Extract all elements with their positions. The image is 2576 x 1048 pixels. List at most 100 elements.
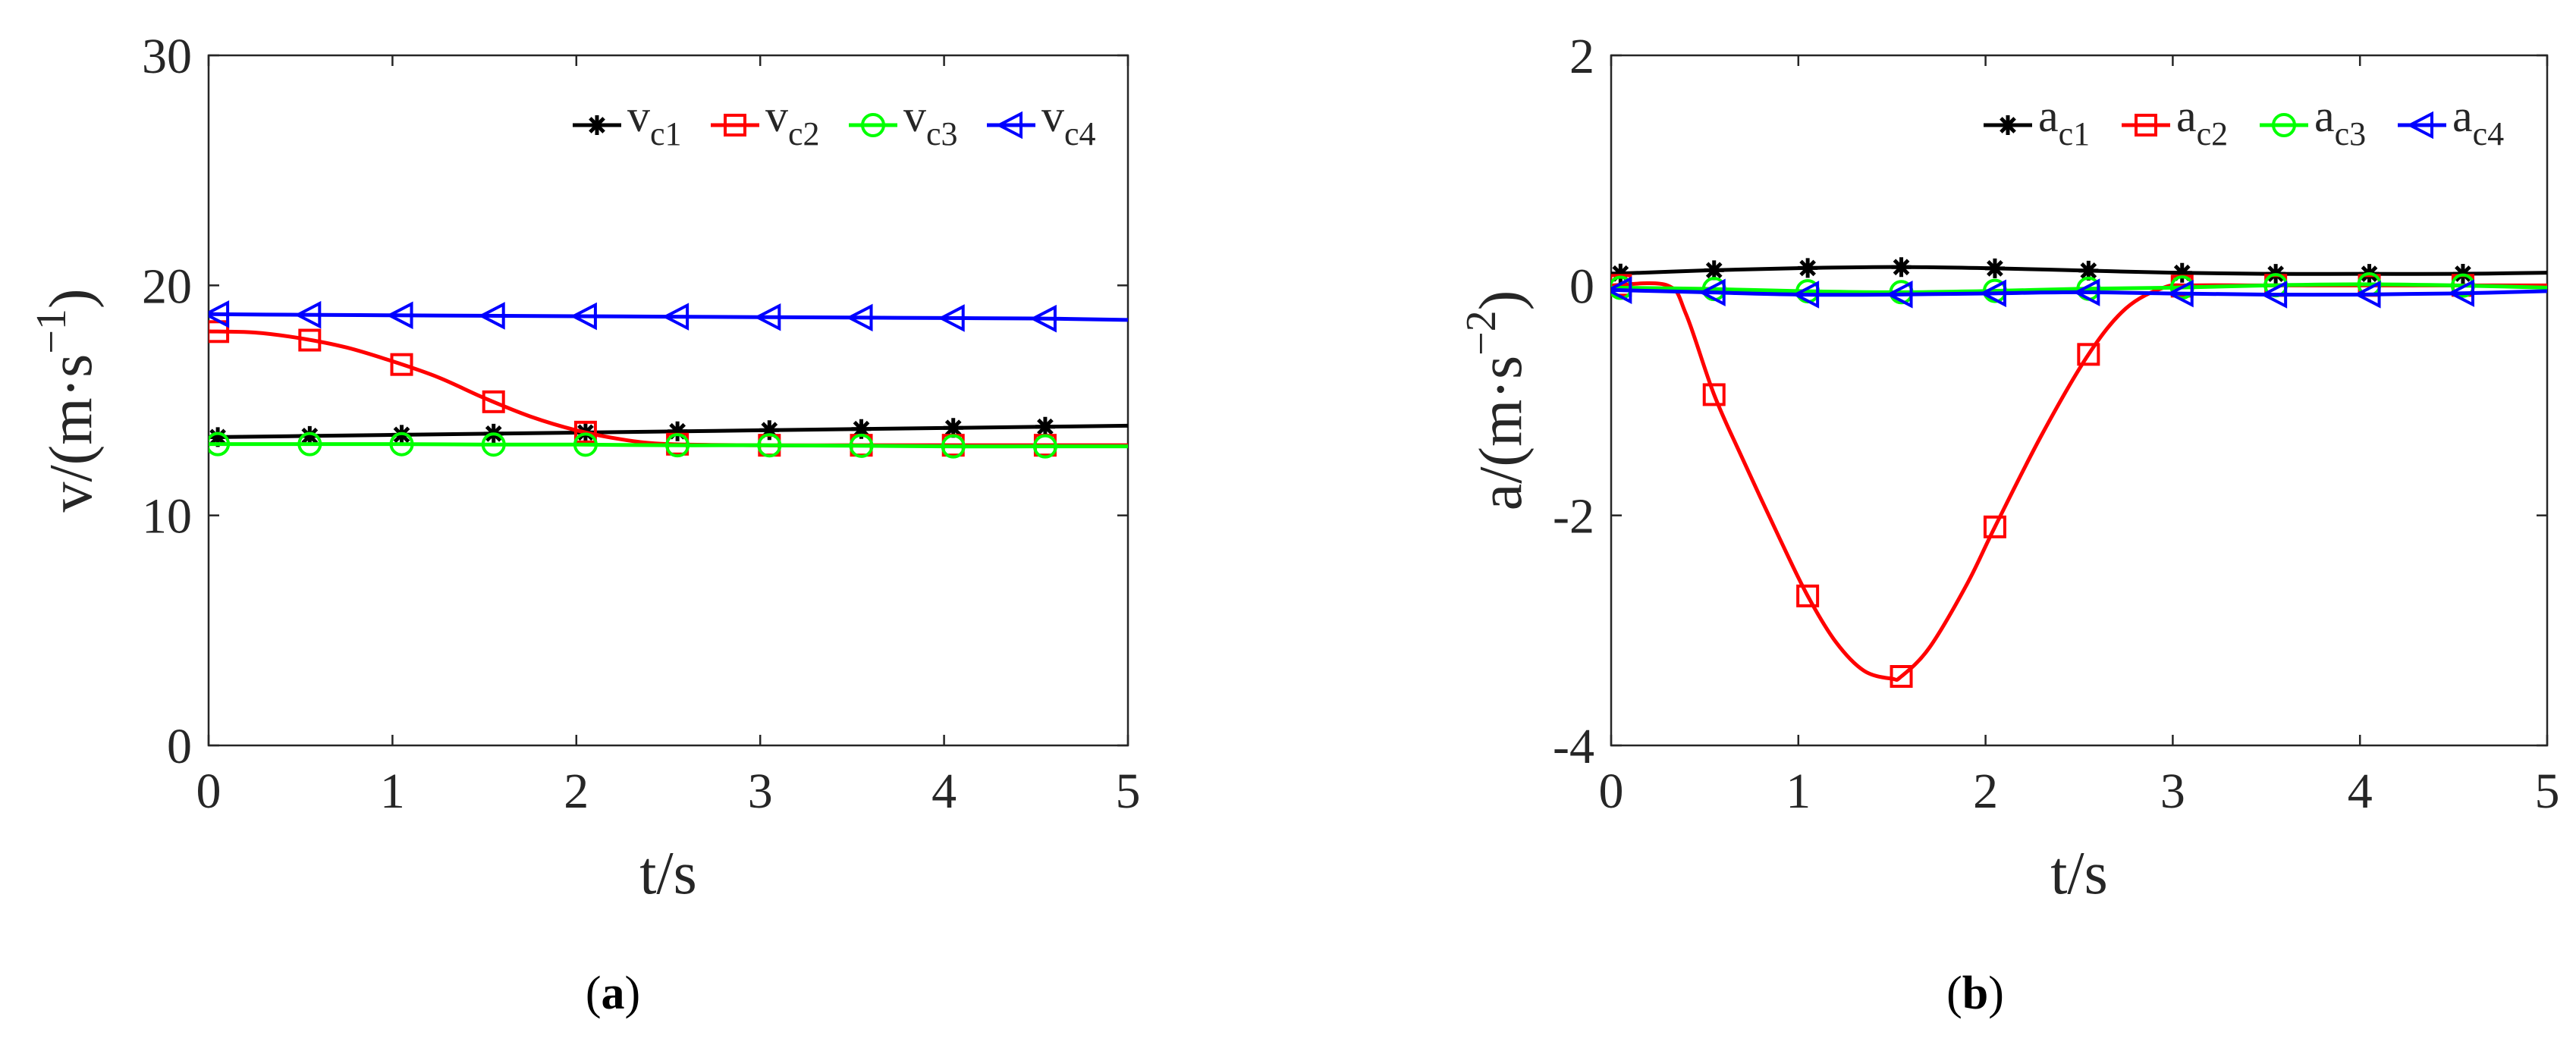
marker-vc4 bbox=[661, 303, 690, 331]
marker-ac1 bbox=[1891, 257, 1912, 278]
marker-vc1 bbox=[668, 421, 688, 441]
marker-ac1 bbox=[2078, 260, 2099, 281]
legend: ac1 ac2 ac3 ac4 bbox=[1984, 91, 2504, 152]
marker-vc2 bbox=[482, 390, 505, 413]
legend-label-ac3: ac3 bbox=[2314, 91, 2366, 152]
y-tick-label: -2 bbox=[1553, 489, 1594, 544]
x-tick-label: 2 bbox=[564, 764, 589, 819]
legend-label-vc1: vc1 bbox=[627, 91, 682, 152]
y-tick-label: 0 bbox=[1569, 259, 1594, 314]
marker-vc3 bbox=[481, 432, 506, 457]
x-tick-label: 5 bbox=[1116, 764, 1141, 819]
legend-marker-ac4 bbox=[2406, 111, 2433, 140]
marker-vc2 bbox=[390, 353, 413, 376]
marker-vc1 bbox=[1035, 416, 1055, 437]
y-tick-label: 30 bbox=[142, 29, 192, 84]
x-tick-label: 1 bbox=[1786, 764, 1811, 819]
x-tick-label: 2 bbox=[1973, 764, 1998, 819]
marker-vc1 bbox=[209, 427, 228, 447]
marker-ac4 bbox=[2447, 279, 2474, 307]
marker-vc4 bbox=[1029, 304, 1057, 333]
marker-ac1 bbox=[1984, 258, 2005, 278]
marker-vc3 bbox=[209, 431, 231, 457]
x-tick-label: 1 bbox=[380, 764, 405, 819]
y-tick-label: 20 bbox=[142, 259, 192, 314]
marker-vc3 bbox=[389, 431, 414, 457]
x-tick-label: 4 bbox=[2348, 764, 2373, 819]
legend-marker-vc1 bbox=[587, 115, 607, 135]
marker-ac4 bbox=[2166, 279, 2194, 308]
legend-marker-ac1 bbox=[1998, 115, 2018, 135]
series-group bbox=[209, 300, 1128, 459]
plot-area bbox=[207, 54, 1129, 747]
marker-vc3 bbox=[665, 433, 690, 458]
marker-vc1 bbox=[300, 425, 320, 446]
legend-marker-vc4 bbox=[995, 111, 1023, 140]
x-axis-label: t/s bbox=[639, 840, 697, 907]
y-axis-label: v/(m·s−1) bbox=[28, 288, 105, 512]
plot-area bbox=[1610, 54, 2549, 747]
x-tick-label: 3 bbox=[2160, 764, 2185, 819]
legend-label-ac1: ac1 bbox=[2038, 91, 2090, 152]
marker-vc4 bbox=[846, 303, 873, 332]
marker-ac4 bbox=[1792, 281, 1820, 309]
marker-vc1 bbox=[759, 420, 780, 441]
panel-label-a: (a) bbox=[586, 968, 640, 1019]
legend-marker-ac2 bbox=[2135, 114, 2157, 136]
x-tick-label: 3 bbox=[748, 764, 773, 819]
legend-label-ac2: ac2 bbox=[2176, 91, 2228, 152]
marker-ac1 bbox=[1704, 260, 1724, 281]
marker-vc3 bbox=[849, 433, 874, 458]
marker-vc3 bbox=[757, 433, 782, 458]
marker-ac2 bbox=[1796, 584, 1820, 607]
marker-ac4 bbox=[2072, 278, 2100, 306]
marker-ac4 bbox=[1611, 276, 1632, 304]
x-tick-label: 5 bbox=[2535, 764, 2560, 819]
marker-ac1 bbox=[2172, 262, 2192, 283]
marker-ac4 bbox=[2260, 281, 2288, 309]
marker-ac2 bbox=[1983, 515, 2006, 538]
marker-ac4 bbox=[1979, 279, 2006, 308]
marker-ac4 bbox=[1886, 281, 1913, 309]
marker-vc4 bbox=[386, 301, 413, 330]
marker-ac2 bbox=[1890, 665, 1913, 688]
chart-a: 0 1 2 3 4 5 0 10 20 30 t/s v/(m·s−1) vc1 vc2 vc3 vc4 bbox=[28, 29, 1141, 907]
marker-ac2 bbox=[1702, 383, 1726, 406]
legend-label-vc3: vc3 bbox=[903, 91, 958, 152]
panel-label-b: (b) bbox=[1946, 968, 2004, 1019]
marker-vc2 bbox=[573, 420, 597, 444]
marker-vc1 bbox=[943, 418, 963, 438]
marker-vc3 bbox=[297, 431, 322, 457]
y-tick-label: -4 bbox=[1553, 719, 1594, 774]
marker-ac2 bbox=[2077, 343, 2100, 366]
marker-vc4 bbox=[570, 302, 597, 331]
legend-label-vc4: vc4 bbox=[1041, 91, 1096, 152]
legend-marker-vc3 bbox=[861, 113, 885, 137]
marker-vc3 bbox=[1032, 434, 1057, 459]
marker-vc4 bbox=[209, 300, 230, 328]
marker-vc3 bbox=[941, 434, 966, 459]
y-tick-label: 2 bbox=[1569, 29, 1594, 84]
marker-ac4 bbox=[2354, 281, 2381, 309]
legend-marker-vc2 bbox=[724, 114, 746, 136]
x-tick-label: 0 bbox=[196, 764, 221, 819]
marker-vc1 bbox=[851, 419, 872, 439]
marker-ac1 bbox=[1611, 263, 1631, 284]
marker-vc4 bbox=[478, 302, 505, 330]
marker-vc3 bbox=[573, 432, 598, 457]
legend-label-ac4: ac4 bbox=[2452, 91, 2504, 152]
x-tick-label: 0 bbox=[1599, 764, 1624, 819]
legend-label-vc2: vc2 bbox=[765, 91, 820, 152]
x-tick-label: 4 bbox=[931, 764, 957, 819]
marker-ac4 bbox=[1698, 278, 1726, 307]
marker-vc4 bbox=[753, 303, 781, 331]
x-axis-label: t/s bbox=[2050, 840, 2108, 907]
chart-b: 0 1 2 3 4 5 -4 -2 0 2 t/s a/(m·s−2) ac1 ac2 ac3 ac4 bbox=[1458, 29, 2560, 907]
marker-vc2 bbox=[298, 328, 322, 352]
legend: vc1 vc2 vc3 vc4 bbox=[573, 91, 1096, 152]
legend-marker-ac3 bbox=[2272, 113, 2296, 137]
marker-ac1 bbox=[1798, 258, 1818, 278]
marker-vc4 bbox=[294, 300, 322, 329]
y-tick-label: 10 bbox=[142, 489, 192, 544]
